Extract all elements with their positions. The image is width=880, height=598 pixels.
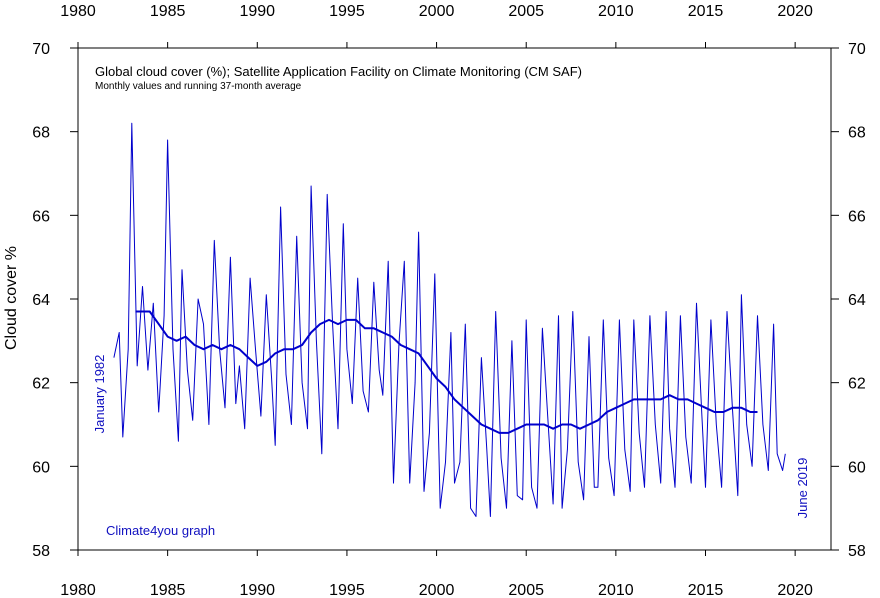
y-tick-label-right: 70 <box>848 41 866 58</box>
y-tick-label-left: 58 <box>32 543 50 560</box>
x-tick-label-bottom: 2000 <box>419 582 455 598</box>
y-tick-label-right: 60 <box>848 459 866 476</box>
x-tick-label-top: 2015 <box>688 3 724 20</box>
x-tick-label-bottom: 2020 <box>777 582 813 598</box>
x-tick-label-bottom: 2015 <box>688 582 724 598</box>
x-tick-label-top: 2020 <box>777 3 813 20</box>
y-tick-label-left: 66 <box>32 208 50 225</box>
y-axis-label: Cloud cover % <box>3 246 20 350</box>
x-tick-label-bottom: 1990 <box>239 582 275 598</box>
x-tick-label-bottom: 2010 <box>598 582 634 598</box>
x-axis-ticks: 1980 1980 1985 1985 1990 1990 1995 1995 2000 2000… <box>60 3 813 598</box>
y-tick-label-right: 62 <box>848 376 866 393</box>
x-tick-label-top: 2005 <box>508 3 544 20</box>
y-tick-label-right: 68 <box>848 125 866 142</box>
x-tick-label-bottom: 1995 <box>329 582 365 598</box>
monthly-values-line <box>113 122 786 517</box>
chart-title: Global cloud cover (%); Satellite Applic… <box>95 64 582 79</box>
y-tick-label-left: 70 <box>32 41 50 58</box>
y-tick-label-left: 68 <box>32 125 50 142</box>
x-tick-label-bottom: 2005 <box>508 582 544 598</box>
series-layer <box>113 122 786 517</box>
x-tick-label-top: 1985 <box>150 3 186 20</box>
end-annotation: June 2019 <box>795 458 810 519</box>
x-tick-label-bottom: 1980 <box>60 582 96 598</box>
y-tick-label-left: 62 <box>32 376 50 393</box>
chart-subtitle: Monthly values and running 37-month aver… <box>95 81 302 92</box>
start-annotation: January 1982 <box>92 355 107 434</box>
y-tick-label-left: 60 <box>32 459 50 476</box>
running-average-line <box>135 310 758 434</box>
x-tick-label-bottom: 1985 <box>150 582 186 598</box>
x-tick-label-top: 1995 <box>329 3 365 20</box>
x-tick-label-top: 2010 <box>598 3 634 20</box>
x-tick-label-top: 1980 <box>60 3 96 20</box>
y-tick-label-right: 66 <box>848 208 866 225</box>
y-tick-label-right: 58 <box>848 543 866 560</box>
y-tick-label-right: 64 <box>848 292 866 309</box>
y-tick-label-left: 64 <box>32 292 50 309</box>
x-tick-label-top: 1990 <box>239 3 275 20</box>
x-tick-label-top: 2000 <box>419 3 455 20</box>
y-axis-ticks: 58 58 60 60 62 62 64 64 66 66 68 68 70 70 <box>32 41 866 560</box>
credit-annotation: Climate4you graph <box>106 523 215 538</box>
